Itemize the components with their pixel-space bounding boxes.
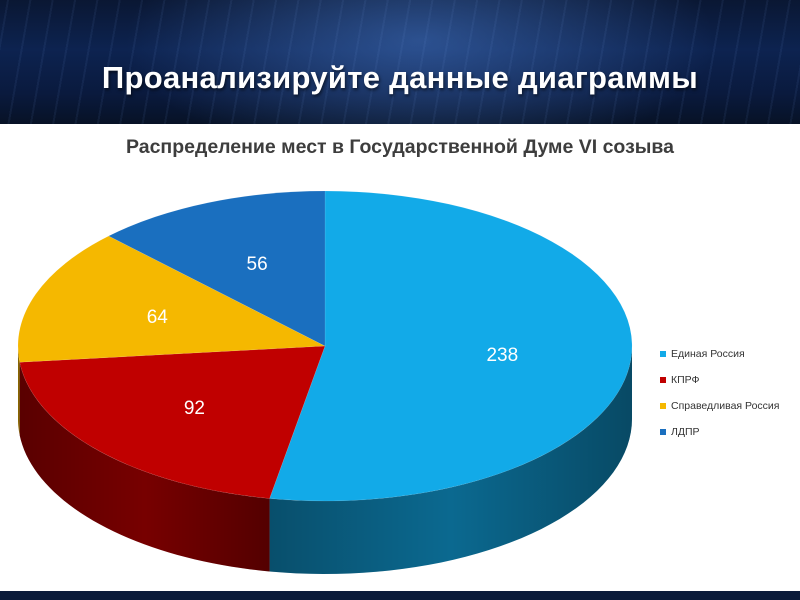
data-label-0: 238: [486, 345, 518, 366]
pie-sides: [18, 346, 632, 574]
legend-item: КПРФ: [660, 367, 800, 393]
chart-title: Распределение мест в Государственной Дум…: [125, 136, 675, 158]
data-label-2: 64: [147, 307, 169, 328]
pie-side-shade-1: [19, 362, 270, 572]
legend-label: ЛДПР: [671, 426, 700, 438]
pie-side-shade-0: [269, 346, 632, 574]
slide-header: Проанализируйте данные диаграммы: [0, 0, 800, 124]
slide-title: Проанализируйте данные диаграммы: [101, 60, 699, 95]
pie-side-shade-2: [18, 346, 20, 436]
data-label-1: 92: [184, 398, 205, 419]
legend-item: ЛДПР: [660, 419, 800, 445]
legend-swatch: [660, 403, 666, 409]
legend-swatch: [660, 377, 666, 383]
legend-swatch: [660, 429, 666, 435]
footer-bar: [0, 591, 800, 600]
pie-data-labels: 238 92 64 56: [147, 254, 518, 419]
legend-swatch: [660, 351, 666, 357]
pie-slice-0: [269, 190, 633, 502]
legend-label: КПРФ: [671, 374, 700, 386]
data-label-3: 56: [247, 254, 268, 275]
pie-slice-3: [108, 190, 326, 347]
pie-slice-2: [17, 235, 327, 363]
legend-item: Справедливая Россия: [660, 393, 800, 419]
pie-slice-1: [19, 345, 326, 499]
legend-label: Единая Россия: [671, 348, 745, 360]
legend-label: Справедливая Россия: [671, 400, 780, 412]
pie-slices: [17, 190, 633, 502]
legend-item: Единая Россия: [660, 341, 800, 367]
legend: Единая Россия КПРФ Справедливая Россия ЛДПР: [660, 341, 800, 445]
